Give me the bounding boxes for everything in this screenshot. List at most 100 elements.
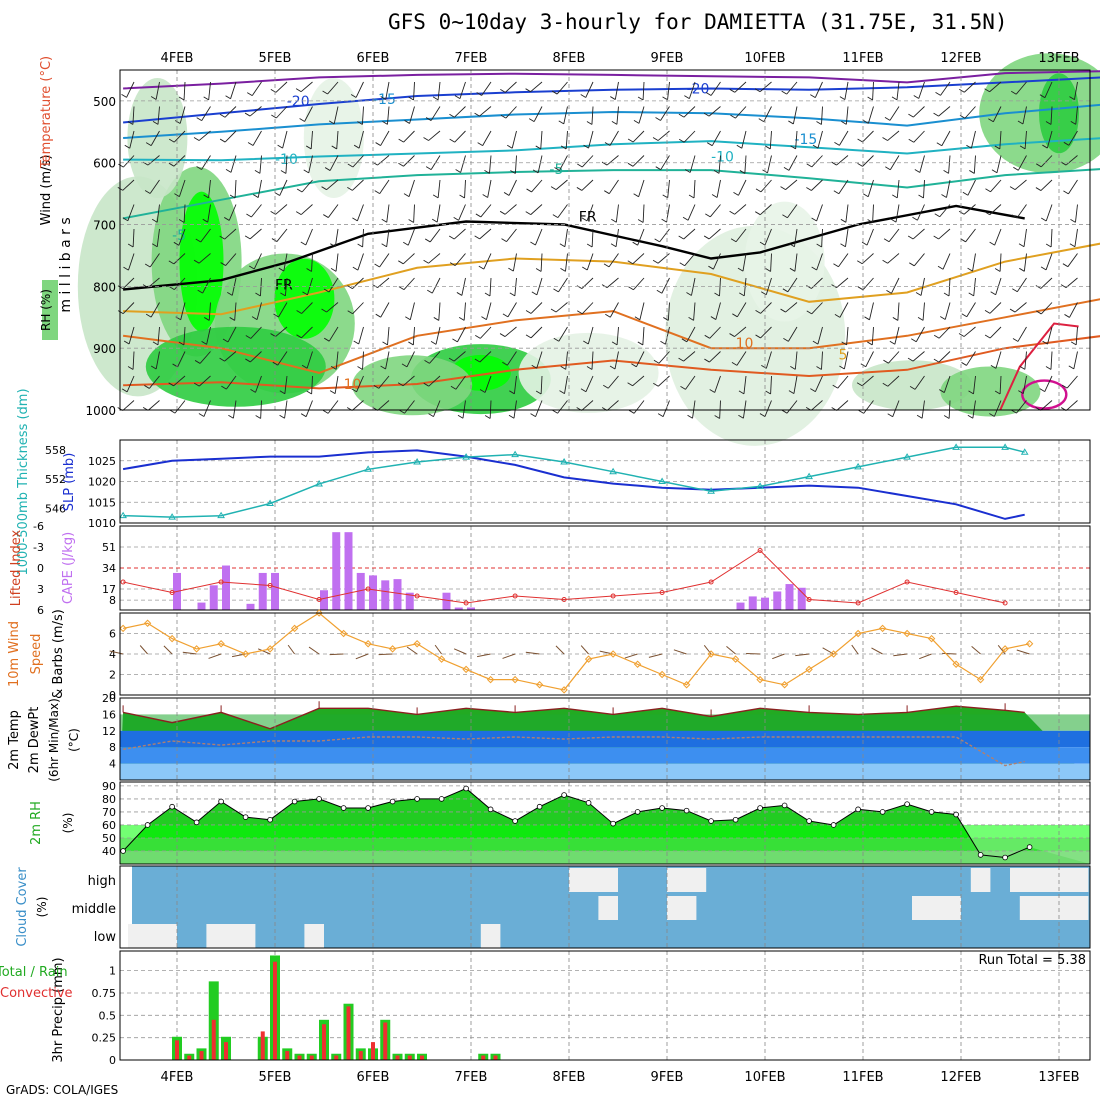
wind-barb <box>127 204 135 221</box>
wind-speed-marker <box>266 645 274 653</box>
wind-barb <box>155 81 160 100</box>
wind-barb <box>984 88 990 93</box>
wind-barb <box>174 120 181 124</box>
precip-tick-label: 0.75 <box>92 987 117 1000</box>
wind-barb <box>174 400 186 414</box>
wind-barb <box>530 204 543 215</box>
wind-barb <box>628 409 635 414</box>
wind-barb <box>1016 400 1027 414</box>
wind-barb <box>967 414 974 419</box>
wind-barb <box>908 138 914 143</box>
wind-barb <box>194 382 200 387</box>
wind-barb <box>999 130 1002 149</box>
wind-barb <box>943 415 950 419</box>
lifted-index-marker <box>365 586 371 592</box>
wind-barb <box>604 190 610 195</box>
wind-barb <box>149 375 160 389</box>
wind-barb <box>1017 155 1027 171</box>
wind-barb <box>659 228 670 243</box>
wind-barb <box>1044 81 1053 98</box>
wind-barb <box>1074 228 1078 247</box>
wind-barb <box>431 218 438 223</box>
wind-barb <box>403 130 415 143</box>
wind-barb <box>1066 375 1078 389</box>
lifted-index-marker <box>512 593 518 599</box>
wind-barb <box>682 216 689 221</box>
wind-barb <box>788 390 795 394</box>
wind-barb <box>328 120 335 125</box>
wind-barb <box>580 388 587 393</box>
wind-barb <box>278 267 285 272</box>
wind-barb <box>224 106 237 118</box>
wind-barb <box>144 190 151 194</box>
wind-barb <box>385 351 390 370</box>
wind-barb <box>581 217 588 222</box>
isotherm-label: -5 <box>172 228 186 244</box>
surface-wind-barb <box>477 653 491 658</box>
wind-barb <box>296 334 302 339</box>
wind-barb <box>606 277 619 288</box>
wind-barb <box>1022 375 1027 394</box>
wind-barb <box>610 96 616 100</box>
wind-barb <box>913 253 925 267</box>
rh-shading <box>274 258 335 339</box>
li-tick-label: 3 <box>37 583 44 596</box>
wind-barb <box>606 155 619 166</box>
wind-barb <box>705 213 711 218</box>
rh-panel <box>119 781 1091 865</box>
wind-barb <box>245 358 251 363</box>
wind-barb <box>634 316 641 321</box>
wind-barb <box>937 265 944 270</box>
wind-barb <box>790 145 796 150</box>
cape-bar <box>197 602 206 610</box>
surface-wind-barb <box>453 648 467 655</box>
wind-speed-marker <box>143 619 152 627</box>
wind-barb <box>831 161 837 166</box>
lifted-index-marker <box>316 597 322 602</box>
surface-wind-barb <box>871 647 883 655</box>
cloud-axis-unit: (%) <box>35 897 49 918</box>
wind-barb <box>734 81 747 93</box>
wind-barb <box>857 138 863 143</box>
wind-barb <box>581 155 594 168</box>
rh-marker <box>169 803 175 810</box>
temp-tick-label: 8 <box>109 741 116 754</box>
wind-barb <box>581 400 594 411</box>
precip-tick-label: 0 <box>109 1054 116 1067</box>
wind-barb <box>1067 253 1078 267</box>
wind-barb <box>173 155 186 167</box>
wind-barb <box>506 351 517 366</box>
legend-temperature: Temperature (°C) <box>39 56 54 169</box>
wind-barb <box>821 228 823 247</box>
precip-convective-bar <box>175 1040 179 1060</box>
wind-tick-label: 0 <box>109 689 116 702</box>
wind-barb <box>684 253 696 267</box>
surface-wind-barb <box>208 653 222 659</box>
wind-barb <box>792 106 798 125</box>
wind-barb <box>484 375 492 393</box>
cloud-block-high <box>970 868 991 892</box>
rh-tick-label: 80 <box>102 793 116 806</box>
wind-tick-label: 4 <box>109 648 116 661</box>
wind-barb <box>151 218 158 223</box>
wind-barb <box>759 204 772 216</box>
cape-bar <box>467 607 475 610</box>
wind-barb <box>608 179 619 194</box>
wind-barb <box>424 359 430 364</box>
wind-barb <box>253 194 259 198</box>
wind-barb <box>251 204 262 218</box>
wind-barb <box>531 179 543 193</box>
rh-shading <box>127 78 188 198</box>
wind-barb <box>586 121 593 125</box>
wind-barb <box>816 366 822 370</box>
wind-barb <box>609 130 619 146</box>
wind-barb <box>994 145 1001 150</box>
wind-barb <box>489 155 492 174</box>
wind-barb <box>168 162 175 167</box>
rh-marker <box>536 803 543 810</box>
wind-barb <box>919 155 925 173</box>
wind-barb <box>229 194 236 199</box>
wind-barb <box>556 81 568 95</box>
isotherm-line <box>123 70 1100 90</box>
wind-barb <box>856 382 863 387</box>
